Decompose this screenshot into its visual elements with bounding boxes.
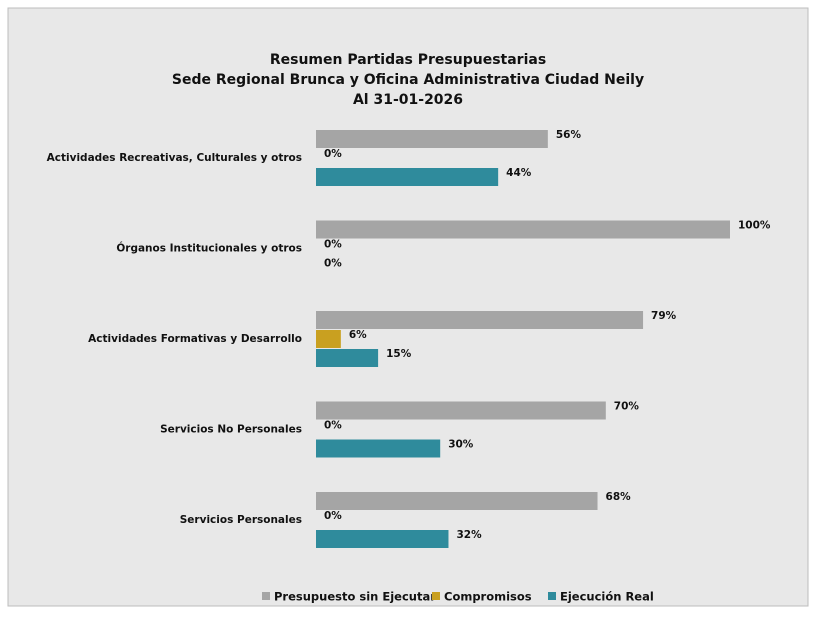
data-label: 15%	[386, 348, 412, 360]
bar	[316, 168, 499, 186]
data-label: 0%	[324, 239, 342, 251]
data-label: 30%	[448, 439, 474, 451]
chart-title: Sede Regional Brunca y Oficina Administr…	[172, 72, 644, 88]
bar	[316, 492, 598, 510]
category-label: Órganos Institucionales y otros	[116, 242, 302, 255]
bar	[316, 130, 548, 148]
data-label: 68%	[606, 491, 632, 503]
data-label: 0%	[324, 510, 342, 522]
data-label: 6%	[349, 329, 367, 341]
data-label: 44%	[506, 167, 532, 179]
legend-label: Ejecución Real	[560, 590, 654, 604]
legend-label: Compromisos	[444, 590, 532, 604]
category-label: Servicios No Personales	[160, 424, 302, 436]
bar	[316, 311, 644, 329]
legend-label: Presupuesto sin Ejecutar	[274, 590, 436, 604]
legend-swatch	[262, 592, 270, 600]
data-label: 0%	[324, 148, 342, 160]
category-label: Servicios Personales	[180, 514, 302, 526]
bar	[316, 330, 341, 348]
category-label: Actividades Recreativas, Culturales y ot…	[47, 152, 302, 164]
data-label: 70%	[614, 401, 640, 413]
category-label: Actividades Formativas y Desarrollo	[88, 333, 302, 345]
data-label: 0%	[324, 420, 342, 432]
data-label: 0%	[324, 258, 342, 270]
bar	[316, 349, 379, 367]
chart-title: Al 31-01-2026	[353, 92, 463, 108]
data-label: 79%	[651, 310, 677, 322]
legend-swatch	[548, 592, 556, 600]
legend-swatch	[432, 592, 440, 600]
chart-title: Resumen Partidas Presupuestarias	[270, 52, 546, 68]
data-label: 32%	[456, 529, 482, 541]
bar	[316, 439, 441, 458]
data-label: 56%	[556, 129, 582, 141]
bar	[316, 401, 606, 420]
data-label: 100%	[738, 220, 771, 232]
bar	[316, 530, 449, 548]
bar	[316, 220, 730, 239]
